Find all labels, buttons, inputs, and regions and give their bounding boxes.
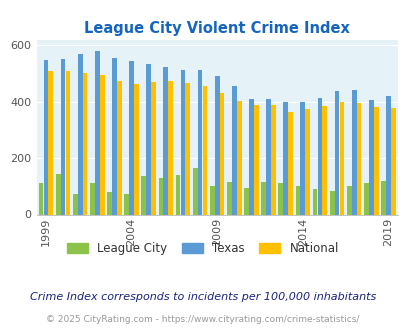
Bar	[253, 105, 258, 214]
Bar	[180, 70, 185, 214]
Bar	[373, 107, 378, 214]
Bar	[248, 99, 253, 214]
Bar	[363, 183, 368, 214]
Bar	[197, 70, 202, 214]
Bar	[283, 102, 288, 214]
Bar	[219, 93, 224, 214]
Bar	[107, 192, 112, 214]
Bar	[226, 182, 231, 214]
Bar	[339, 102, 343, 214]
Bar	[112, 58, 117, 214]
Bar	[38, 183, 43, 214]
Bar	[158, 178, 163, 214]
Bar	[329, 190, 334, 215]
Bar	[124, 194, 129, 214]
Bar	[300, 102, 305, 214]
Bar	[202, 86, 207, 214]
Title: League City Violent Crime Index: League City Violent Crime Index	[84, 21, 349, 36]
Text: © 2025 CityRating.com - https://www.cityrating.com/crime-statistics/: © 2025 CityRating.com - https://www.city…	[46, 315, 359, 324]
Bar	[151, 82, 156, 214]
Bar	[380, 181, 385, 214]
Bar	[214, 76, 219, 214]
Bar	[146, 64, 151, 214]
Bar	[346, 186, 351, 214]
Bar	[129, 61, 134, 214]
Bar	[266, 99, 270, 214]
Legend: League City, Texas, National: League City, Texas, National	[62, 237, 343, 260]
Bar	[351, 89, 356, 214]
Bar	[356, 103, 360, 214]
Bar	[141, 177, 146, 214]
Bar	[385, 96, 390, 214]
Bar	[65, 72, 70, 214]
Bar	[73, 194, 77, 214]
Bar	[368, 100, 373, 214]
Bar	[243, 188, 248, 214]
Bar	[100, 75, 104, 214]
Bar	[134, 84, 139, 214]
Bar	[312, 189, 317, 214]
Bar	[117, 81, 121, 214]
Bar	[185, 83, 190, 214]
Bar	[175, 175, 180, 214]
Text: Crime Index corresponds to incidents per 100,000 inhabitants: Crime Index corresponds to incidents per…	[30, 292, 375, 302]
Bar	[288, 112, 292, 214]
Bar	[334, 91, 339, 214]
Bar	[83, 74, 87, 215]
Bar	[295, 186, 300, 214]
Bar	[55, 174, 60, 214]
Bar	[163, 67, 168, 214]
Bar	[168, 81, 173, 214]
Bar	[322, 107, 326, 214]
Bar	[278, 183, 283, 214]
Bar	[390, 108, 395, 214]
Bar	[48, 72, 53, 214]
Bar	[60, 59, 65, 215]
Bar	[43, 60, 48, 214]
Bar	[231, 86, 236, 214]
Bar	[192, 168, 197, 214]
Bar	[271, 105, 275, 214]
Bar	[209, 186, 214, 214]
Bar	[78, 54, 82, 214]
Bar	[261, 182, 265, 214]
Bar	[305, 109, 309, 214]
Bar	[317, 98, 322, 214]
Bar	[95, 51, 100, 214]
Bar	[236, 101, 241, 214]
Bar	[90, 183, 95, 214]
